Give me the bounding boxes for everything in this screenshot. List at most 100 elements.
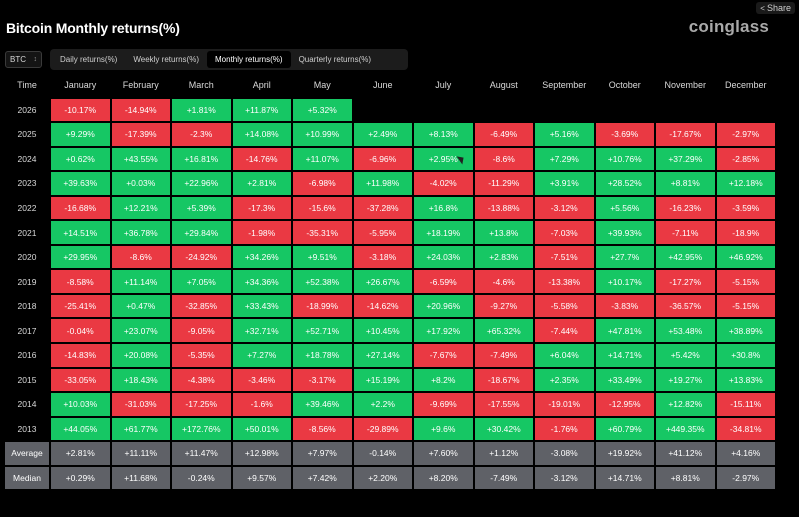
return-cell[interactable]: -6.59% (413, 269, 474, 294)
return-cell[interactable]: -6.49% (473, 122, 534, 147)
return-cell[interactable]: +0.62% (50, 146, 111, 172)
return-cell[interactable]: +29.95% (50, 244, 111, 270)
return-cell[interactable]: -4.6% (473, 269, 534, 294)
return-cell[interactable]: +6.04% (534, 343, 595, 368)
return-cell[interactable]: +10.17% (594, 269, 655, 294)
return-cell[interactable]: -5.58% (534, 293, 595, 319)
return-cell[interactable]: +34.36% (231, 269, 292, 294)
return-cell[interactable]: +13.83% (715, 367, 776, 393)
return-cell[interactable]: -6.96% (352, 146, 413, 172)
return-cell[interactable]: +18.43% (110, 367, 171, 393)
tab-daily-returns[interactable]: Daily returns(%) (60, 55, 118, 64)
return-cell[interactable]: -37.28% (352, 195, 413, 221)
return-cell[interactable]: +16.81% (171, 146, 232, 172)
coin-select[interactable]: BTC ↕ (5, 51, 42, 68)
return-cell[interactable]: +53.48% (655, 318, 716, 344)
return-cell[interactable]: -16.68% (50, 195, 111, 221)
return-cell[interactable]: +33.43% (231, 293, 292, 319)
return-cell[interactable]: +2.49% (352, 122, 413, 147)
return-cell[interactable]: -15.11% (715, 392, 776, 417)
return-cell[interactable]: +30.8% (715, 343, 776, 368)
return-cell[interactable]: +0.03% (110, 171, 171, 196)
return-cell[interactable]: -5.15% (715, 269, 776, 294)
return-cell[interactable]: -3.83% (594, 293, 655, 319)
return-cell[interactable]: -4.38% (171, 367, 232, 393)
return-cell[interactable]: -3.12% (534, 195, 595, 221)
return-cell[interactable]: -3.17% (292, 367, 353, 393)
return-cell[interactable]: -5.95% (352, 220, 413, 245)
return-cell[interactable]: +14.51% (50, 220, 111, 245)
return-cell[interactable]: +9.6% (413, 416, 474, 442)
return-cell[interactable]: +20.08% (110, 343, 171, 368)
return-cell[interactable]: -29.89% (352, 416, 413, 442)
return-cell[interactable]: -13.38% (534, 269, 595, 294)
return-cell[interactable]: +39.93% (594, 220, 655, 245)
return-cell[interactable]: -8.58% (50, 269, 111, 294)
return-cell[interactable]: +8.13% (413, 122, 474, 147)
return-cell[interactable]: +46.92% (715, 244, 776, 270)
return-cell[interactable]: +172.76% (171, 416, 232, 442)
return-cell[interactable]: +36.78% (110, 220, 171, 245)
return-cell[interactable]: +449.35% (655, 416, 716, 442)
return-cell[interactable]: -31.03% (110, 392, 171, 417)
return-cell[interactable]: +1.81% (171, 97, 232, 123)
return-cell[interactable]: -1.6% (231, 392, 292, 417)
return-cell[interactable]: +2.83% (473, 244, 534, 270)
return-cell[interactable]: +52.38% (292, 269, 353, 294)
return-cell[interactable]: -14.94% (110, 97, 171, 123)
return-cell[interactable]: +34.26% (231, 244, 292, 270)
return-cell[interactable]: -17.39% (110, 122, 171, 147)
return-cell[interactable]: +30.42% (473, 416, 534, 442)
return-cell[interactable]: +27.7% (594, 244, 655, 270)
return-cell[interactable]: +10.03% (50, 392, 111, 417)
return-cell[interactable]: +5.39% (171, 195, 232, 221)
return-cell[interactable]: -14.62% (352, 293, 413, 319)
return-cell[interactable]: -18.99% (292, 293, 353, 319)
return-cell[interactable]: +14.08% (231, 122, 292, 147)
return-cell[interactable]: -9.27% (473, 293, 534, 319)
return-cell[interactable]: +42.95% (655, 244, 716, 270)
return-cell[interactable]: +20.96% (413, 293, 474, 319)
return-cell[interactable]: +9.51% (292, 244, 353, 270)
return-cell[interactable]: +3.91% (534, 171, 595, 196)
share-button[interactable]: < Share (756, 2, 795, 14)
return-cell[interactable]: -3.46% (231, 367, 292, 393)
return-cell[interactable]: +19.27% (655, 367, 716, 393)
return-cell[interactable]: +9.29% (50, 122, 111, 147)
return-cell[interactable]: -14.83% (50, 343, 111, 368)
return-cell[interactable]: +13.8% (473, 220, 534, 245)
return-cell[interactable]: +22.96% (171, 171, 232, 196)
return-cell[interactable]: +5.42% (655, 343, 716, 368)
return-cell[interactable]: +10.76% (594, 146, 655, 172)
return-cell[interactable]: -17.3% (231, 195, 292, 221)
return-cell[interactable]: +60.79% (594, 416, 655, 442)
return-cell[interactable]: -32.85% (171, 293, 232, 319)
return-cell[interactable]: +15.19% (352, 367, 413, 393)
return-cell[interactable]: +11.98% (352, 171, 413, 196)
return-cell[interactable]: +61.77% (110, 416, 171, 442)
return-cell[interactable]: +2.2% (352, 392, 413, 417)
return-cell[interactable]: +12.21% (110, 195, 171, 221)
return-cell[interactable]: +7.29% (534, 146, 595, 172)
return-cell[interactable]: -35.31% (292, 220, 353, 245)
return-cell[interactable]: -10.17% (50, 97, 111, 123)
return-cell[interactable]: -25.41% (50, 293, 111, 319)
return-cell[interactable]: +23.07% (110, 318, 171, 344)
return-cell[interactable]: -18.9% (715, 220, 776, 245)
return-cell[interactable]: -17.67% (655, 122, 716, 147)
return-cell[interactable]: -2.3% (171, 122, 232, 147)
return-cell[interactable]: +12.82% (655, 392, 716, 417)
return-cell[interactable]: -8.6% (110, 244, 171, 270)
return-cell[interactable]: -8.56% (292, 416, 353, 442)
return-cell[interactable]: -34.81% (715, 416, 776, 442)
return-cell[interactable]: +18.78% (292, 343, 353, 368)
return-cell[interactable]: -36.57% (655, 293, 716, 319)
return-cell[interactable]: -7.11% (655, 220, 716, 245)
return-cell[interactable]: +2.95% (413, 146, 474, 172)
return-cell[interactable]: +7.27% (231, 343, 292, 368)
return-cell[interactable]: -3.59% (715, 195, 776, 221)
return-cell[interactable]: -7.49% (473, 343, 534, 368)
return-cell[interactable]: -3.69% (594, 122, 655, 147)
return-cell[interactable]: -24.92% (171, 244, 232, 270)
return-cell[interactable]: +5.16% (534, 122, 595, 147)
